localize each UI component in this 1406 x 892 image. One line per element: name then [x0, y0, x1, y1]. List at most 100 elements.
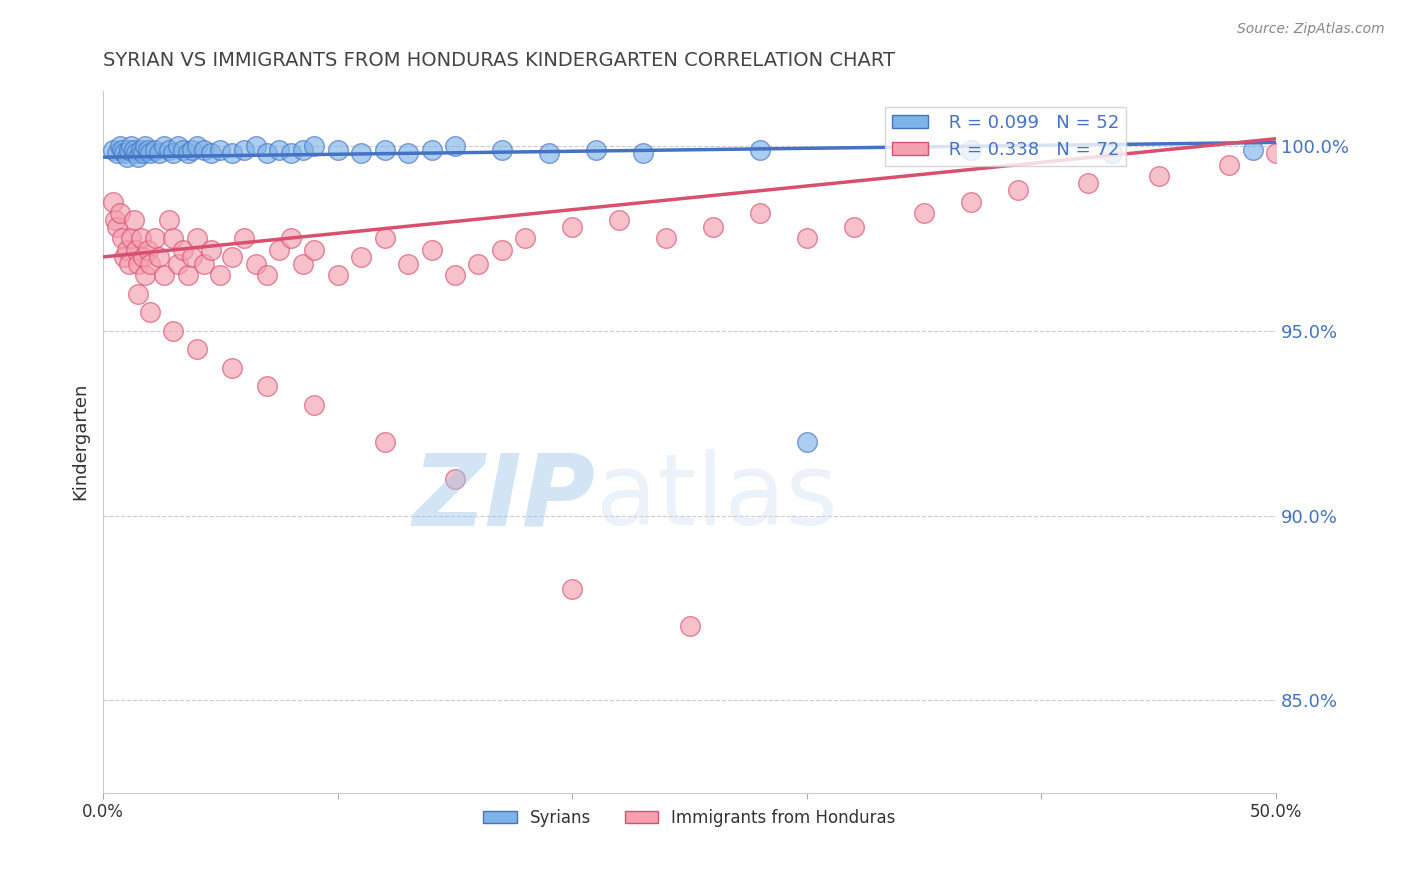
- Point: [153, 139, 176, 153]
- Point: [148, 146, 170, 161]
- Point: [200, 243, 222, 257]
- Point: [162, 231, 184, 245]
- Point: [127, 286, 149, 301]
- Text: SYRIAN VS IMMIGRANTS FROM HONDURAS KINDERGARTEN CORRELATION CHART: SYRIAN VS IMMIGRANTS FROM HONDURAS KINDE…: [103, 51, 896, 70]
- Point: [157, 213, 180, 227]
- Point: [193, 143, 215, 157]
- Point: [796, 231, 818, 245]
- Point: [153, 268, 176, 283]
- Point: [467, 257, 489, 271]
- Point: [326, 143, 349, 157]
- Point: [374, 434, 396, 449]
- Point: [256, 379, 278, 393]
- Point: [101, 194, 124, 209]
- Point: [118, 143, 141, 157]
- Point: [374, 143, 396, 157]
- Point: [172, 143, 194, 157]
- Point: [302, 139, 325, 153]
- Point: [748, 143, 770, 157]
- Point: [796, 434, 818, 449]
- Point: [139, 146, 162, 161]
- Point: [396, 146, 419, 161]
- Point: [122, 143, 145, 157]
- Point: [200, 146, 222, 161]
- Point: [167, 139, 190, 153]
- Point: [167, 257, 190, 271]
- Point: [444, 268, 467, 283]
- Point: [280, 231, 302, 245]
- Point: [125, 146, 148, 161]
- Point: [186, 343, 208, 357]
- Point: [280, 146, 302, 161]
- Point: [748, 205, 770, 219]
- Point: [960, 143, 983, 157]
- Point: [115, 243, 138, 257]
- Point: [105, 220, 128, 235]
- Point: [120, 231, 142, 245]
- Text: atlas: atlas: [596, 450, 838, 546]
- Point: [132, 250, 155, 264]
- Point: [420, 243, 443, 257]
- Point: [1147, 169, 1170, 183]
- Point: [561, 582, 583, 597]
- Point: [143, 143, 166, 157]
- Point: [112, 250, 135, 264]
- Point: [232, 231, 254, 245]
- Point: [537, 146, 560, 161]
- Point: [420, 143, 443, 157]
- Point: [132, 146, 155, 161]
- Point: [444, 139, 467, 153]
- Point: [209, 143, 232, 157]
- Point: [302, 243, 325, 257]
- Point: [561, 220, 583, 235]
- Point: [108, 205, 131, 219]
- Point: [139, 257, 162, 271]
- Point: [105, 146, 128, 161]
- Point: [120, 139, 142, 153]
- Point: [129, 231, 152, 245]
- Point: [291, 143, 314, 157]
- Point: [444, 472, 467, 486]
- Point: [1265, 146, 1288, 161]
- Point: [139, 305, 162, 319]
- Point: [655, 231, 678, 245]
- Point: [1241, 143, 1264, 157]
- Point: [1007, 183, 1029, 197]
- Point: [115, 150, 138, 164]
- Point: [396, 257, 419, 271]
- Point: [193, 257, 215, 271]
- Point: [134, 268, 156, 283]
- Point: [111, 231, 134, 245]
- Point: [912, 205, 935, 219]
- Point: [127, 150, 149, 164]
- Point: [232, 143, 254, 157]
- Point: [162, 324, 184, 338]
- Point: [136, 143, 159, 157]
- Legend: Syrians, Immigrants from Honduras: Syrians, Immigrants from Honduras: [477, 802, 903, 833]
- Point: [172, 243, 194, 257]
- Point: [111, 143, 134, 157]
- Point: [118, 257, 141, 271]
- Point: [176, 268, 198, 283]
- Point: [326, 268, 349, 283]
- Point: [842, 220, 865, 235]
- Point: [186, 139, 208, 153]
- Point: [136, 243, 159, 257]
- Point: [1077, 176, 1099, 190]
- Point: [245, 257, 267, 271]
- Y-axis label: Kindergarten: Kindergarten: [72, 383, 89, 500]
- Point: [585, 143, 607, 157]
- Point: [104, 213, 127, 227]
- Point: [221, 360, 243, 375]
- Point: [108, 139, 131, 153]
- Point: [631, 146, 654, 161]
- Point: [491, 143, 513, 157]
- Point: [245, 139, 267, 153]
- Point: [143, 231, 166, 245]
- Point: [267, 243, 290, 257]
- Point: [157, 143, 180, 157]
- Point: [221, 250, 243, 264]
- Point: [267, 143, 290, 157]
- Point: [112, 146, 135, 161]
- Point: [101, 143, 124, 157]
